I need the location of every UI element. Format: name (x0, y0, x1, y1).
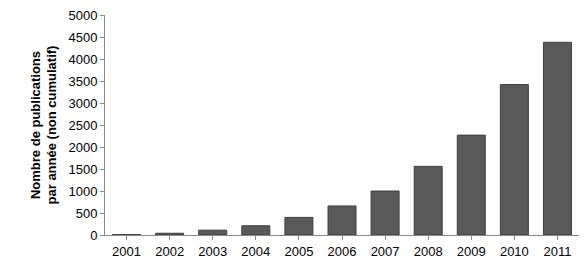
svg-text:2006: 2006 (328, 244, 357, 259)
svg-text:0: 0 (90, 228, 97, 243)
svg-text:Nombre de publicationspar anné: Nombre de publicationspar année (non cum… (28, 46, 60, 205)
svg-text:2500: 2500 (68, 118, 97, 133)
svg-text:2005: 2005 (284, 244, 313, 259)
svg-text:2004: 2004 (241, 244, 270, 259)
svg-text:1000: 1000 (68, 184, 97, 199)
svg-text:2011: 2011 (543, 244, 571, 259)
svg-text:2008: 2008 (414, 244, 443, 259)
svg-text:2007: 2007 (371, 244, 400, 259)
svg-text:2003: 2003 (198, 244, 227, 259)
svg-text:2010: 2010 (500, 244, 529, 259)
svg-text:2002: 2002 (155, 244, 184, 259)
svg-text:1500: 1500 (68, 162, 97, 177)
svg-text:3500: 3500 (68, 74, 97, 89)
svg-text:500: 500 (76, 206, 98, 221)
svg-text:2009: 2009 (457, 244, 486, 259)
svg-text:4000: 4000 (68, 52, 97, 67)
svg-text:2000: 2000 (68, 140, 97, 155)
svg-text:2001: 2001 (112, 244, 141, 259)
svg-text:5000: 5000 (68, 8, 97, 23)
svg-text:3000: 3000 (68, 96, 97, 111)
svg-text:4500: 4500 (68, 30, 97, 45)
